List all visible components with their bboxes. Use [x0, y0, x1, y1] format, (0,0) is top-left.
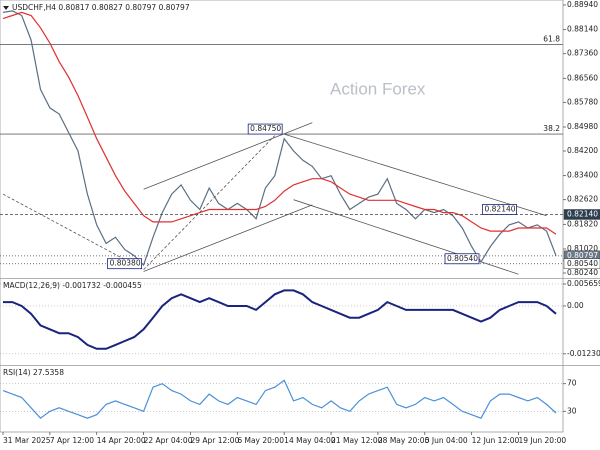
y-tick-label: 0.84980: [567, 122, 598, 131]
menu-icon[interactable]: [3, 6, 9, 10]
price-label: 0.80540: [567, 259, 598, 268]
rsi-title: RSI(14) 27.5358: [3, 368, 64, 377]
x-tick-label: 29 Apr 12:00: [190, 436, 239, 445]
price-label: 0.82140: [567, 209, 598, 218]
y-tick-label: 30: [567, 406, 577, 415]
annotation-box: [107, 258, 142, 270]
y-tick-label: 0.83400: [567, 171, 598, 180]
x-tick-label: 28 May 20:00: [378, 436, 430, 445]
fib-label: 61.8: [543, 34, 560, 43]
y-tick-label: 0.82620: [567, 195, 598, 204]
y-tick-label: 0.85780: [567, 97, 598, 106]
annotation-box: [482, 204, 517, 215]
trendline: [143, 135, 276, 270]
x-tick-label: 7 Apr 12:00: [50, 436, 94, 445]
x-tick-label: 5 Jun 04:00: [425, 436, 468, 445]
main-title: USDCHF,H4 0.80817 0.80827 0.80797 0.8079…: [12, 3, 190, 12]
trendline: [284, 133, 547, 217]
fib-label: 38.2: [543, 124, 560, 133]
annotation-box: [247, 123, 283, 135]
trendline: [143, 122, 313, 190]
series-line: [2, 11, 557, 235]
y-tick-label: 0.00: [567, 301, 584, 310]
price-box: [563, 258, 600, 270]
y-tick-label: 70: [567, 379, 577, 388]
annotation-box: [444, 253, 480, 265]
x-tick-label: 12 Jun 12:00: [472, 436, 520, 445]
series-line: [2, 379, 557, 420]
y-tick-label: 0.84200: [567, 146, 598, 155]
trendline: [2, 193, 144, 270]
trendline: [143, 204, 313, 272]
y-tick-label: -0.012301: [567, 349, 600, 358]
annotation-label: 0.80380: [110, 259, 141, 268]
y-tick-label: 0.86560: [567, 73, 598, 82]
series-line: [2, 10, 557, 267]
price-label: 0.80797: [567, 251, 598, 260]
x-tick-label: 31 Mar 2025: [3, 436, 51, 445]
y-tick-label: 0.80240: [567, 268, 598, 277]
x-tick-label: 14 Apr 20:00: [97, 436, 146, 445]
annotation-label: 0.82140: [485, 204, 516, 213]
macd-title: MACD(12,26,9) -0.001732 -0.000455: [3, 281, 142, 290]
y-tick-label: 0.81820: [567, 219, 598, 228]
series-line: [3, 289, 557, 350]
y-tick-label: 0.87360: [567, 49, 598, 58]
x-tick-label: 14 May 04:00: [284, 436, 336, 445]
annotation-label: 0.80540: [447, 254, 478, 263]
x-tick-label: 21 May 12:00: [331, 436, 383, 445]
watermark: Action Forex: [330, 79, 426, 98]
y-tick-label: 0.88940: [567, 0, 598, 9]
price-box: [563, 209, 600, 220]
y-tick-label: 0.81020: [567, 244, 598, 253]
y-tick-label: 0.88140: [567, 25, 598, 34]
x-tick-label: 19 Jun 20:00: [519, 436, 567, 445]
y-tick-label: 0.005659: [567, 279, 600, 288]
x-tick-label: 22 Apr 04:00: [144, 436, 193, 445]
x-tick-label: 6 May 20:00: [237, 436, 284, 445]
plot-frame: [0, 0, 564, 433]
annotation-label: 0.84750: [250, 124, 281, 133]
